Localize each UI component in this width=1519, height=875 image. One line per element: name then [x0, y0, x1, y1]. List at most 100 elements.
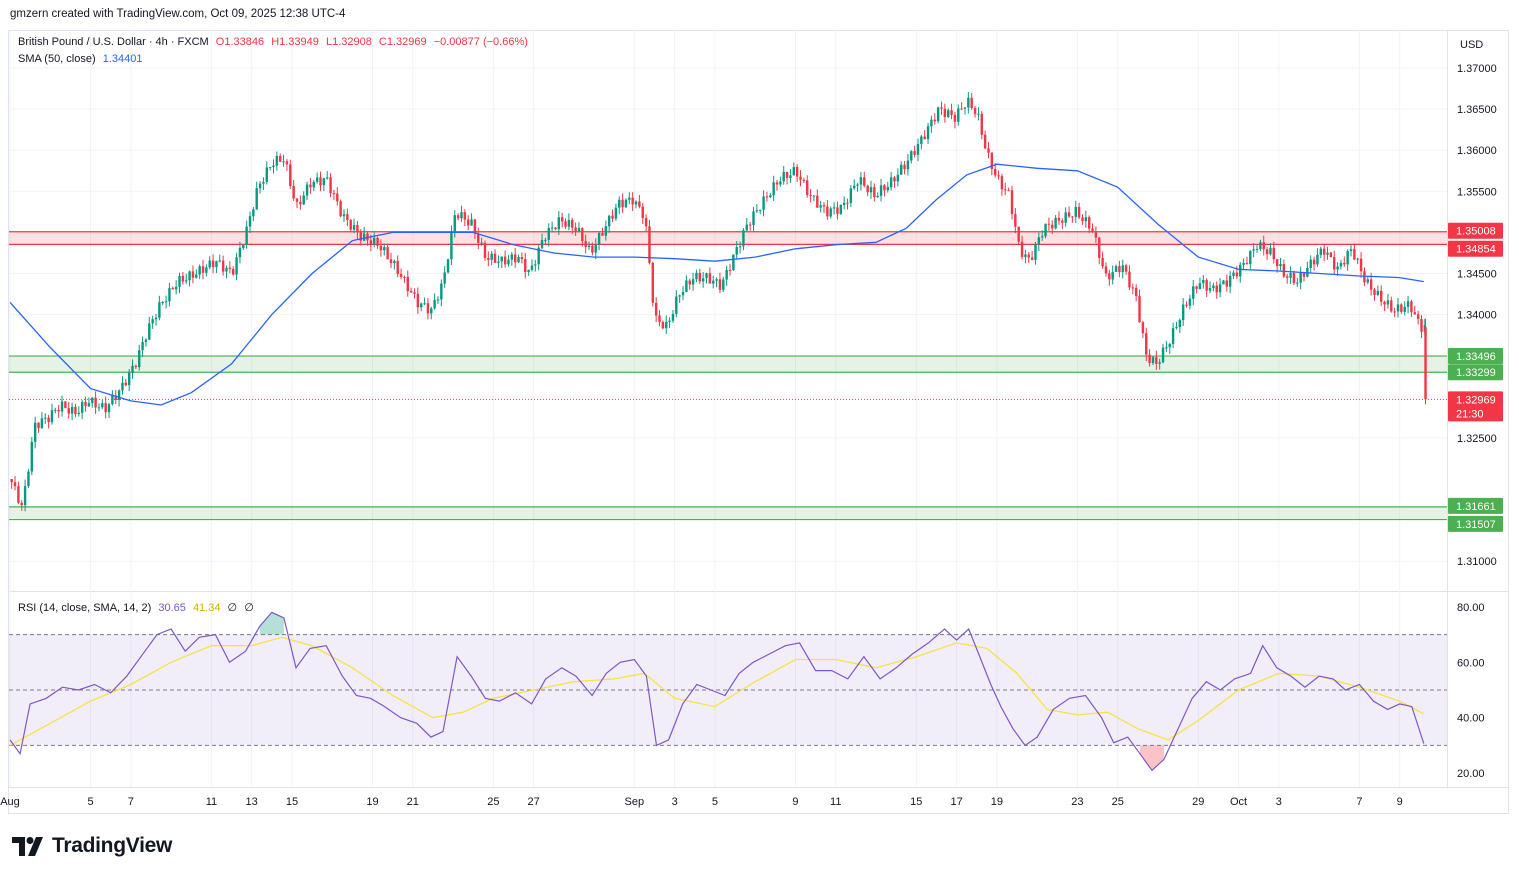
- candle-body[interactable]: [134, 365, 138, 368]
- candle-body[interactable]: [661, 321, 665, 329]
- candle-body[interactable]: [453, 215, 456, 232]
- candle-body[interactable]: [1208, 288, 1212, 291]
- candle-body[interactable]: [1403, 306, 1406, 312]
- candle-body[interactable]: [114, 395, 117, 400]
- candle-body[interactable]: [1286, 276, 1289, 278]
- candle-body[interactable]: [342, 214, 346, 217]
- candle-body[interactable]: [399, 273, 403, 277]
- candle-body[interactable]: [926, 126, 930, 140]
- candle-body[interactable]: [205, 267, 208, 273]
- candle-body[interactable]: [685, 280, 688, 292]
- candle-body[interactable]: [275, 156, 279, 166]
- candle-body[interactable]: [299, 201, 302, 205]
- candle-body[interactable]: [903, 164, 906, 170]
- candle-body[interactable]: [957, 108, 960, 122]
- candle-body[interactable]: [64, 401, 67, 409]
- candle-body[interactable]: [1057, 217, 1061, 221]
- candle-body[interactable]: [386, 247, 389, 260]
- candle-body[interactable]: [1319, 248, 1323, 255]
- candle-body[interactable]: [1104, 266, 1108, 274]
- candle-body[interactable]: [396, 260, 399, 274]
- candle-body[interactable]: [211, 260, 215, 268]
- candle-body[interactable]: [1175, 327, 1178, 329]
- candle-body[interactable]: [946, 110, 950, 117]
- candle-body[interactable]: [534, 264, 537, 266]
- candle-body[interactable]: [483, 242, 487, 258]
- candle-body[interactable]: [970, 97, 973, 109]
- candle-body[interactable]: [456, 215, 460, 219]
- candle-body[interactable]: [201, 266, 205, 273]
- candle-body[interactable]: [1410, 301, 1413, 313]
- candle-body[interactable]: [1051, 224, 1054, 229]
- candle-body[interactable]: [1322, 248, 1326, 255]
- candle-body[interactable]: [319, 177, 322, 186]
- candle-body[interactable]: [748, 224, 752, 226]
- candle-body[interactable]: [346, 214, 349, 220]
- candle-body[interactable]: [977, 113, 980, 115]
- candle-body[interactable]: [983, 134, 987, 149]
- candle-body[interactable]: [1235, 272, 1239, 277]
- candle-body[interactable]: [349, 219, 352, 230]
- candle-body[interactable]: [295, 198, 299, 202]
- candle-body[interactable]: [1094, 232, 1098, 238]
- candle-body[interactable]: [369, 240, 373, 245]
- last-candle-body[interactable]: [1424, 327, 1427, 400]
- candle-body[interactable]: [1171, 328, 1175, 344]
- candle-body[interactable]: [1316, 254, 1319, 265]
- candle-body[interactable]: [705, 273, 708, 279]
- candle-body[interactable]: [10, 479, 13, 483]
- candle-body[interactable]: [1218, 284, 1222, 293]
- candle-body[interactable]: [124, 382, 128, 386]
- candle-body[interactable]: [839, 204, 842, 214]
- candle-body[interactable]: [1343, 262, 1346, 265]
- candle-body[interactable]: [789, 175, 792, 178]
- candle-body[interactable]: [634, 201, 638, 205]
- candle-body[interactable]: [826, 206, 829, 217]
- candle-body[interactable]: [853, 185, 856, 189]
- candle-body[interactable]: [279, 156, 282, 162]
- zone-support-upper[interactable]: [9, 356, 1447, 373]
- candle-body[interactable]: [973, 108, 977, 114]
- candle-body[interactable]: [802, 179, 806, 181]
- candle-body[interactable]: [554, 227, 557, 230]
- candle-body[interactable]: [963, 107, 967, 109]
- candle-body[interactable]: [221, 260, 225, 272]
- candle-body[interactable]: [1346, 250, 1349, 265]
- candle-body[interactable]: [1141, 322, 1145, 334]
- candle-body[interactable]: [1067, 212, 1071, 217]
- candle-body[interactable]: [1192, 286, 1195, 299]
- candle-body[interactable]: [581, 228, 584, 242]
- candle-body[interactable]: [638, 201, 641, 207]
- candle-body[interactable]: [1262, 242, 1265, 250]
- candle-body[interactable]: [1087, 217, 1091, 229]
- candle-body[interactable]: [94, 397, 97, 408]
- candle-body[interactable]: [879, 185, 883, 196]
- candle-body[interactable]: [57, 409, 60, 412]
- candle-body[interactable]: [1406, 301, 1410, 307]
- candle-body[interactable]: [1202, 280, 1205, 284]
- candle-body[interactable]: [1071, 216, 1074, 218]
- candle-body[interactable]: [712, 280, 715, 284]
- candle-body[interactable]: [503, 256, 507, 265]
- candle-body[interactable]: [950, 110, 953, 115]
- candle-body[interactable]: [735, 247, 738, 255]
- candle-body[interactable]: [443, 272, 446, 284]
- candle-body[interactable]: [416, 293, 420, 308]
- candle-body[interactable]: [1114, 266, 1118, 272]
- sma-legend[interactable]: SMA (50, close) 1.34401: [18, 53, 146, 65]
- candle-body[interactable]: [856, 184, 859, 186]
- candle-body[interactable]: [30, 441, 34, 472]
- candle-body[interactable]: [759, 209, 762, 211]
- candle-body[interactable]: [1336, 266, 1339, 270]
- candle-body[interactable]: [238, 247, 242, 258]
- candle-body[interactable]: [1101, 257, 1104, 267]
- candle-body[interactable]: [1081, 217, 1084, 222]
- candle-body[interactable]: [1232, 272, 1235, 277]
- candle-body[interactable]: [1091, 228, 1094, 233]
- candle-body[interactable]: [537, 247, 540, 265]
- candle-body[interactable]: [463, 212, 467, 220]
- candle-body[interactable]: [688, 280, 691, 285]
- candle-body[interactable]: [376, 237, 379, 246]
- candle-body[interactable]: [1024, 254, 1027, 257]
- candle-body[interactable]: [873, 187, 876, 198]
